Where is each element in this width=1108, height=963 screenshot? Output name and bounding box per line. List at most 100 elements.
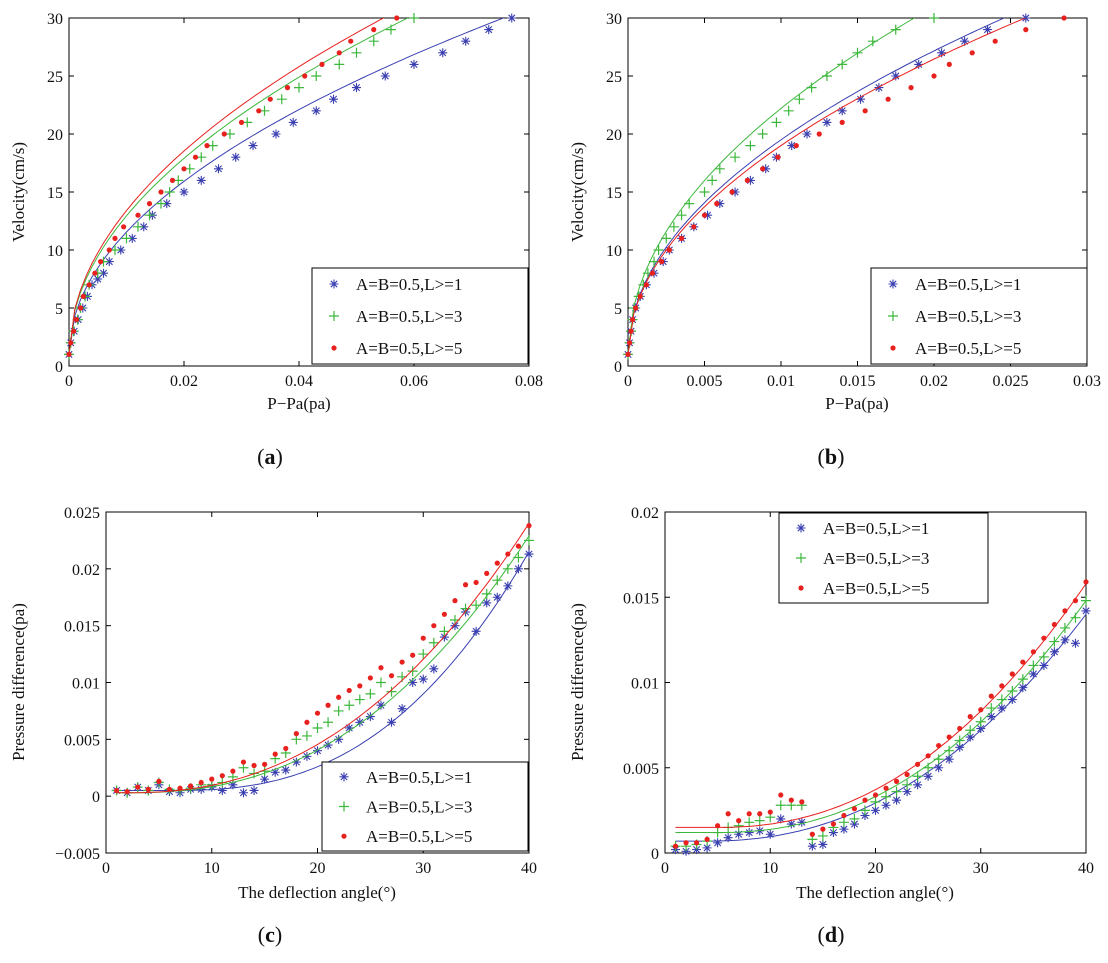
x-tick-label: 40 bbox=[521, 860, 537, 877]
data-point bbox=[965, 732, 975, 742]
data-point bbox=[699, 187, 710, 197]
data-point bbox=[929, 13, 939, 23]
data-point bbox=[334, 734, 344, 744]
data-point bbox=[325, 702, 331, 708]
legend-marker bbox=[796, 523, 806, 533]
data-point bbox=[818, 839, 828, 849]
legend-label: A=B=0.5,L>=5 bbox=[915, 339, 1021, 358]
data-point bbox=[481, 588, 492, 599]
data-point bbox=[380, 71, 390, 81]
data-point bbox=[806, 82, 817, 93]
data-point bbox=[311, 71, 322, 81]
data-point bbox=[1023, 27, 1029, 33]
data-point bbox=[676, 210, 687, 221]
data-point bbox=[471, 626, 481, 636]
data-point bbox=[1030, 649, 1036, 655]
data-point bbox=[399, 659, 405, 665]
legend-marker bbox=[339, 772, 349, 782]
y-tick-label: 0.02 bbox=[72, 562, 100, 579]
data-point bbox=[179, 187, 189, 197]
series-plus bbox=[111, 535, 534, 798]
data-point bbox=[116, 245, 126, 255]
data-point bbox=[761, 164, 771, 174]
legend: A=B=0.5,L>=1 A=B=0.5,L>=3 A=B=0.5,L>=5 bbox=[778, 512, 989, 604]
data-point bbox=[344, 700, 355, 711]
data-point bbox=[351, 47, 362, 58]
y-axis-label: Pressure difference(pa) bbox=[9, 603, 28, 761]
data-point bbox=[68, 340, 74, 346]
data-point bbox=[629, 317, 636, 323]
data-point bbox=[893, 778, 900, 784]
x-tick-label: 0.04 bbox=[285, 373, 313, 390]
data-point bbox=[471, 600, 482, 611]
data-point bbox=[334, 59, 345, 70]
data-point bbox=[270, 767, 280, 777]
data-point bbox=[912, 771, 923, 782]
data-point bbox=[933, 754, 944, 765]
y-tick-label: 30 bbox=[606, 11, 622, 28]
data-point bbox=[703, 210, 713, 220]
fit-curve bbox=[675, 600, 1086, 833]
data-point bbox=[797, 817, 807, 827]
data-point bbox=[672, 843, 679, 849]
data-point bbox=[1041, 635, 1047, 641]
data-point bbox=[371, 27, 377, 33]
data-point bbox=[881, 800, 891, 810]
x-tick-label: 0.02 bbox=[170, 373, 198, 390]
data-point bbox=[524, 549, 534, 559]
data-point bbox=[643, 282, 649, 288]
panel-caption: (d) bbox=[818, 922, 845, 947]
data-point bbox=[192, 154, 199, 160]
data-point bbox=[715, 823, 721, 829]
data-point bbox=[862, 797, 868, 803]
data-point bbox=[978, 707, 984, 713]
data-point bbox=[198, 779, 204, 786]
data-point bbox=[714, 201, 720, 207]
data-point bbox=[209, 776, 215, 782]
data-point bbox=[633, 305, 639, 311]
legend: A=B=0.5,L>=1 A=B=0.5,L>=3 A=B=0.5,L>=5 bbox=[870, 267, 1088, 365]
data-point bbox=[86, 282, 92, 288]
data-point bbox=[323, 740, 333, 750]
data-point bbox=[913, 780, 923, 790]
data-point bbox=[693, 840, 700, 846]
data-point bbox=[723, 833, 733, 843]
data-point bbox=[146, 201, 153, 207]
legend-label: A=B=0.5,L>=1 bbox=[356, 275, 462, 294]
data-point bbox=[744, 828, 754, 838]
data-point bbox=[997, 703, 1007, 713]
data-point bbox=[681, 846, 691, 856]
chart-panel-d: 0 10 20 30 40 0 0.005 0.01 0.015 0.02 The deflecti… bbox=[568, 505, 1094, 947]
x-tick-label: 0.03 bbox=[1073, 373, 1101, 390]
data-point bbox=[778, 792, 784, 798]
data-point bbox=[238, 119, 245, 125]
data-point bbox=[1049, 647, 1059, 657]
data-point bbox=[492, 592, 502, 602]
data-point bbox=[849, 813, 860, 824]
data-point bbox=[164, 187, 175, 197]
data-point bbox=[248, 141, 258, 151]
data-point bbox=[775, 154, 781, 160]
data-point bbox=[986, 712, 996, 722]
data-point bbox=[98, 259, 104, 265]
data-point bbox=[99, 268, 108, 278]
data-point bbox=[996, 694, 1007, 705]
data-point bbox=[238, 788, 248, 798]
data-point bbox=[915, 761, 921, 767]
data-point bbox=[704, 836, 710, 842]
data-point bbox=[407, 666, 418, 677]
legend-marker bbox=[339, 801, 349, 812]
data-point bbox=[707, 175, 718, 186]
data-point bbox=[715, 199, 725, 209]
x-tick-label: 0.005 bbox=[687, 373, 723, 390]
legend-marker bbox=[890, 345, 896, 351]
legend-marker bbox=[888, 279, 898, 289]
data-point bbox=[121, 233, 132, 244]
data-point bbox=[188, 783, 194, 789]
data-point bbox=[314, 710, 321, 716]
legend-marker bbox=[329, 279, 339, 289]
y-tick-label: 0.01 bbox=[72, 676, 100, 693]
x-tick-label: 20 bbox=[310, 860, 326, 877]
data-point bbox=[683, 840, 689, 846]
legend-label: A=B=0.5,L>=3 bbox=[823, 549, 929, 568]
